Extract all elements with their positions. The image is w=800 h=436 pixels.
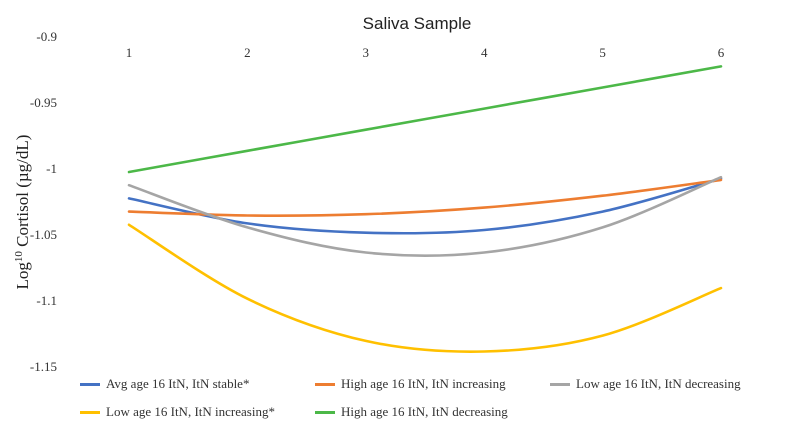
legend-item: High age 16 ItN, ItN increasing <box>315 376 506 392</box>
legend-item: High age 16 ItN, ItN decreasing <box>315 404 508 420</box>
x-tick-labels: 1 2 3 4 5 6 <box>126 45 725 60</box>
series-line-5 <box>127 65 723 174</box>
legend-item: Low age 16 ItN, ItN increasing* <box>80 404 275 420</box>
legend: Avg age 16 ItN, ItN stable* High age 16 I… <box>80 376 780 430</box>
x-tick-label: 6 <box>718 45 725 60</box>
y-tick-labels: -0.9 -0.95 -1 -1.05 -1.1 -1.15 <box>30 29 57 374</box>
line-chart: Saliva Sample Log10 Cortisol (µg/dL) -0.… <box>13 14 725 374</box>
y-tick-label: -1.1 <box>36 293 57 308</box>
y-tick-label: -1.15 <box>30 359 57 374</box>
x-tick-label: 4 <box>481 45 488 60</box>
legend-label: High age 16 ItN, ItN decreasing <box>341 404 508 419</box>
y-axis-label: Log10 Cortisol (µg/dL) <box>13 135 32 290</box>
legend-label: Low age 16 ItN, ItN decreasing <box>576 376 741 391</box>
x-tick-label: 2 <box>244 45 251 60</box>
y-tick-label: -1.05 <box>30 227 57 242</box>
legend-swatch <box>80 410 100 414</box>
y-tick-label: -0.95 <box>30 95 57 110</box>
legend-label: Avg age 16 ItN, ItN stable* <box>106 376 250 391</box>
y-tick-label: -1 <box>46 161 57 176</box>
y-axis-label-rest: Cortisol (µg/dL) <box>13 135 32 252</box>
legend-item: Avg age 16 ItN, ItN stable* <box>80 376 249 392</box>
series-line-3 <box>127 175 723 257</box>
series-lines <box>127 65 723 353</box>
legend-swatch <box>80 382 100 386</box>
legend-swatch <box>315 382 335 386</box>
legend-label: Low age 16 ItN, ItN increasing* <box>106 404 275 419</box>
y-axis-label-main: Log <box>13 262 32 290</box>
series-line-1 <box>127 177 723 235</box>
chart-title: Saliva Sample <box>363 14 472 33</box>
y-axis-label-sup: 10 <box>13 251 25 263</box>
legend-item: Low age 16 ItN, ItN decreasing <box>550 376 741 392</box>
series-line-2 <box>127 178 723 217</box>
y-tick-label: -0.9 <box>36 29 57 44</box>
x-tick-label: 3 <box>363 45 370 60</box>
x-tick-label: 5 <box>599 45 606 60</box>
series-line-4 <box>127 223 723 353</box>
legend-swatch <box>315 410 335 414</box>
legend-swatch <box>550 382 570 386</box>
legend-label: High age 16 ItN, ItN increasing <box>341 376 506 391</box>
x-tick-label: 1 <box>126 45 133 60</box>
